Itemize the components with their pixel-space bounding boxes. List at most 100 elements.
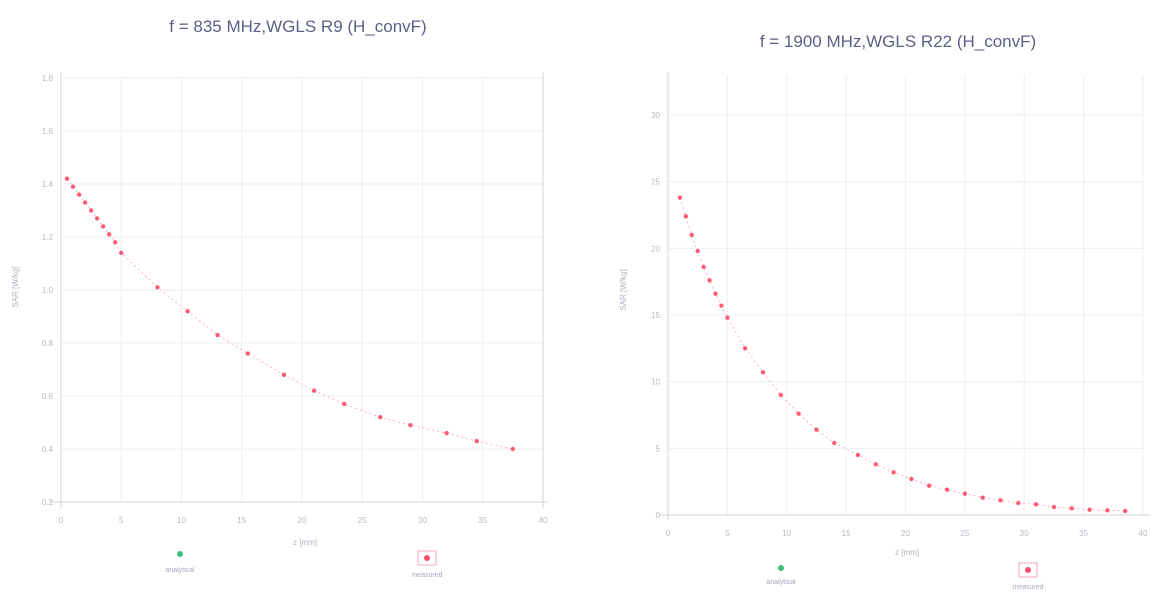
data-point — [474, 438, 479, 444]
x-tick-label: 35 — [478, 516, 487, 525]
legend-measured-marker — [1025, 567, 1031, 573]
x-tick-label: 0 — [59, 516, 64, 525]
legend-analytical-label: analytical — [165, 567, 195, 574]
y-tick-label: 15 — [651, 311, 660, 320]
data-point — [695, 248, 700, 254]
x-tick-label: 0 — [666, 529, 671, 538]
data-point — [444, 430, 449, 436]
y-tick-label: 1.8 — [42, 74, 54, 83]
x-tick-label: 40 — [539, 516, 548, 525]
data-point — [713, 291, 718, 296]
legend-measured-label: measured — [1012, 584, 1043, 591]
chart-1900mhz: f = 1900 MHz,WGLS R22 (H_convF) 0 5 10 15 20… — [619, 32, 1150, 591]
data-point — [76, 192, 82, 197]
legend: analytical measured — [766, 562, 1044, 591]
y-tick-label: 25 — [651, 178, 660, 187]
series-trend-line — [679, 197, 1126, 512]
data-point — [742, 346, 748, 351]
x-tick-label: 5 — [725, 529, 730, 538]
data-point — [980, 495, 985, 500]
data-point — [311, 388, 317, 393]
data-point — [1051, 504, 1057, 510]
legend-measured-box — [417, 550, 437, 566]
x-tick-label: 15 — [237, 516, 246, 525]
x-tick-label: 30 — [1020, 529, 1029, 538]
legend-analytical-marker — [778, 565, 784, 571]
x-tick-label: 20 — [901, 529, 910, 538]
y-tick-label: 0.8 — [42, 339, 54, 348]
x-tick-label: 25 — [960, 529, 969, 538]
chart-title: f = 1900 MHz,WGLS R22 (H_convF) — [760, 32, 1036, 51]
data-point — [281, 372, 287, 377]
data-point — [701, 264, 706, 270]
x-axis-label: z [mm] — [895, 548, 919, 557]
y-tick-label: 1.2 — [42, 233, 54, 242]
x-tick-label: 10 — [177, 516, 186, 525]
data-point — [719, 303, 724, 308]
data-point — [909, 476, 914, 482]
y-tick-label: 1.6 — [42, 127, 54, 136]
y-axis-label: SAR [W/kg] — [11, 266, 20, 307]
data-point — [100, 224, 106, 229]
data-point — [341, 401, 347, 407]
x-tick-label: 25 — [358, 516, 367, 525]
y-tick-label: 5 — [656, 444, 661, 453]
y-axis-label: SAR [W/kg] — [619, 269, 628, 310]
chart-title: f = 835 MHz,WGLS R9 (H_convF) — [169, 17, 426, 36]
data-point — [1087, 507, 1092, 512]
data-point — [185, 309, 190, 314]
x-tick-label: 40 — [1139, 529, 1148, 538]
x-axis-label: z [mm] — [293, 538, 317, 547]
data-point — [998, 498, 1003, 503]
data-point — [94, 216, 100, 221]
data-point — [689, 232, 694, 238]
data-point — [760, 370, 766, 375]
y-tick-label: 0.2 — [42, 498, 54, 507]
legend-measured-marker — [424, 555, 430, 561]
data-point — [891, 470, 896, 475]
y-tick-label: 0 — [656, 511, 661, 520]
legend: analytical measured — [165, 550, 443, 579]
y-tick-label: 30 — [651, 111, 660, 120]
data-point — [64, 176, 70, 181]
data-point — [962, 491, 968, 496]
legend-measured-label: measured — [411, 572, 442, 579]
y-tick-label: 1.4 — [42, 180, 54, 189]
legend-measured-box — [1018, 562, 1038, 578]
x-tick-label: 20 — [298, 516, 307, 525]
data-point — [70, 184, 76, 189]
legend-analytical-marker — [177, 551, 183, 557]
data-point — [778, 392, 784, 398]
y-tick-label: 10 — [651, 378, 660, 387]
data-point — [1069, 506, 1074, 511]
series-trend-line — [66, 178, 513, 450]
data-point — [707, 278, 712, 283]
data-point — [873, 462, 879, 467]
data-point — [82, 200, 88, 205]
x-tick-label: 10 — [782, 529, 791, 538]
data-point — [832, 440, 837, 446]
data-point — [796, 411, 801, 416]
x-tick-label: 30 — [418, 516, 427, 525]
y-tick-label: 0.6 — [42, 392, 54, 401]
data-point — [677, 195, 683, 200]
data-point — [245, 351, 250, 356]
data-point — [113, 240, 118, 245]
legend-analytical-label: analytical — [766, 579, 796, 586]
data-point — [927, 483, 932, 488]
data-point — [814, 427, 819, 432]
y-tick-label: 20 — [651, 244, 660, 253]
data-point — [855, 452, 861, 458]
data-point — [510, 446, 516, 452]
data-point — [215, 332, 220, 338]
x-tick-label: 35 — [1079, 529, 1088, 538]
data-point — [155, 285, 160, 290]
data-point — [1016, 500, 1021, 506]
y-tick-label: 1.0 — [42, 286, 54, 295]
data-point — [1033, 502, 1039, 507]
data-point — [88, 208, 94, 213]
y-tick-label: 0.4 — [42, 445, 54, 454]
data-point — [119, 250, 124, 256]
data-point — [1105, 508, 1110, 513]
